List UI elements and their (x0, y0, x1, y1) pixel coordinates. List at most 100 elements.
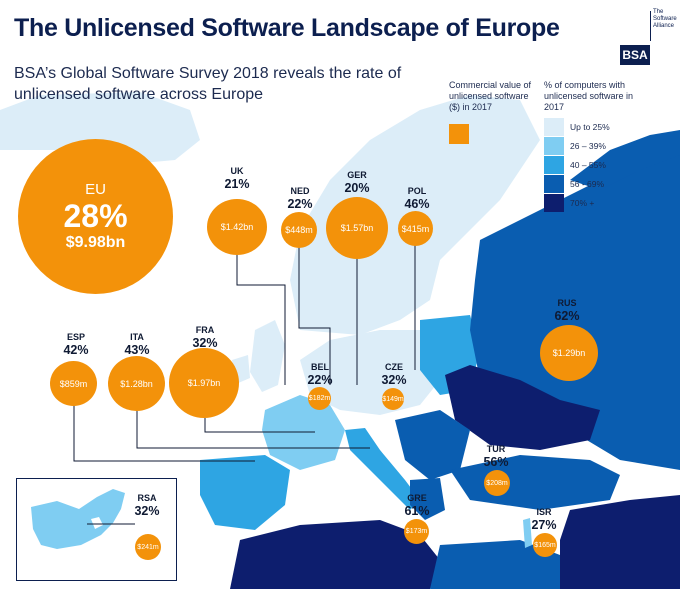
country-label-ita: ITA 43% (115, 332, 159, 358)
value-bubble-esp: $859m (50, 361, 97, 406)
page-title: The Unlicensed Software Landscape of Eur… (14, 14, 560, 42)
country-percent: 56% (483, 455, 509, 469)
country-name: RUS (557, 298, 577, 308)
value-bubble-rsa: $241m (135, 534, 161, 560)
legend-value-swatch (449, 124, 469, 144)
country-name: ESP (66, 332, 85, 342)
country-value: $165m (534, 541, 556, 549)
value-bubble-tur: $208m (484, 470, 510, 496)
country-name: ITA (130, 332, 144, 342)
page-subtitle: BSA’s Global Software Survey 2018 reveal… (14, 65, 402, 103)
country-label-ned: NED 22% (278, 186, 322, 212)
land-north-atlantic (0, 92, 200, 165)
land-russia-arctic (570, 130, 680, 190)
legend-bin: 70% + (544, 194, 594, 212)
logo-mark: BSA (620, 45, 650, 65)
legend-bin-label: 70% + (570, 198, 595, 208)
land-balkans (395, 410, 470, 480)
country-percent: 32% (192, 336, 218, 350)
land-middle-east (560, 495, 680, 589)
country-value: $415m (401, 223, 430, 234)
country-percent: 43% (124, 343, 150, 357)
country-value: $859m (59, 378, 88, 389)
connector-esp (73, 403, 255, 462)
connector-ita (136, 411, 370, 449)
value-bubble-ita: $1.28bn (108, 356, 165, 411)
eu-name: EU (85, 181, 106, 198)
land-ukraine-belarus (445, 365, 600, 450)
country-name: TUR (486, 444, 506, 454)
value-bubble-rus: $1.29bn (540, 325, 598, 381)
country-percent: 22% (307, 373, 333, 387)
country-name: ISR (536, 507, 552, 517)
land-central-europe (300, 330, 440, 415)
connector-ned (298, 238, 331, 385)
country-value: $1.97bn (187, 378, 221, 388)
land-israel (523, 518, 532, 548)
value-bubble-pol: $415m (398, 211, 433, 246)
land-british-isles (250, 320, 285, 392)
country-label-rsa: RSA 32% (125, 493, 169, 519)
eu-value: $9.98bn (65, 234, 126, 251)
value-bubble-gre: $173m (404, 519, 429, 544)
value-bubble-ger: $1.57bn (326, 197, 388, 259)
country-name: NED (290, 186, 310, 196)
country-percent: 21% (224, 177, 250, 191)
country-percent: 42% (63, 343, 89, 357)
value-bubble-bel: $182m (308, 387, 331, 410)
country-value: $208m (486, 479, 508, 487)
country-label-isr: ISR 27% (522, 507, 566, 533)
country-name: GRE (407, 493, 427, 503)
country-value: $1.29bn (552, 348, 586, 358)
connector-fra (204, 418, 315, 433)
country-name: RSA (137, 493, 157, 503)
country-label-tur: TUR 56% (474, 444, 518, 470)
eu-percent: 28% (63, 198, 128, 234)
legend-bin-label: 40 – 55% (570, 160, 606, 170)
country-value: $1.57bn (340, 223, 374, 233)
country-label-cze: CZE 32% (372, 362, 416, 388)
bsa-logo: The Software Alliance BSA (617, 9, 677, 65)
country-name: FRA (195, 325, 215, 335)
connector-lines (73, 238, 416, 462)
country-label-gre: GRE 61% (395, 493, 439, 519)
country-value: $149m (382, 395, 404, 403)
country-percent: 46% (404, 197, 430, 211)
country-value: $173m (405, 528, 428, 535)
country-percent: 62% (554, 309, 580, 323)
legend-bin: 40 – 55% (544, 156, 606, 174)
country-value: $241m (137, 543, 159, 551)
country-label-esp: ESP 42% (56, 332, 96, 358)
value-bubble-isr: $165m (533, 533, 557, 557)
value-bubble-ned: $448m (281, 212, 317, 248)
legend-bin-swatch (544, 175, 564, 193)
value-bubble-uk: $1.42bn (207, 199, 267, 255)
country-label-fra: FRA 32% (183, 325, 227, 351)
country-label-ger: GER 20% (335, 170, 379, 196)
land-libya-egypt (430, 540, 560, 589)
land-iberia (200, 455, 290, 530)
logo-divider (650, 11, 651, 41)
value-bubble-cze: $149m (382, 388, 404, 410)
country-percent: 61% (404, 504, 430, 518)
country-value: $1.28bn (120, 378, 153, 389)
legend-bin-label: 26 – 39% (570, 141, 606, 151)
legend-bin: 56 - 69% (544, 175, 604, 193)
country-value: $182m (308, 395, 331, 402)
legend-bin-swatch (544, 118, 564, 136)
legend-bin-label: 56 - 69% (570, 179, 605, 189)
eu-bubble: EU 28% $9.98bn (18, 139, 173, 294)
country-name: GER (347, 170, 367, 180)
logo-tagline: The Software Alliance (653, 9, 677, 29)
country-percent: 20% (344, 181, 370, 195)
land-turkey (450, 455, 620, 510)
country-percent: 32% (381, 373, 407, 387)
south-africa-shape (31, 489, 125, 549)
country-label-bel: BEL 22% (298, 362, 342, 388)
country-name: BEL (311, 362, 329, 372)
country-name: UK (230, 166, 244, 176)
legend-bin-swatch (544, 194, 564, 212)
country-percent: 22% (287, 197, 313, 211)
country-name: POL (407, 186, 427, 196)
